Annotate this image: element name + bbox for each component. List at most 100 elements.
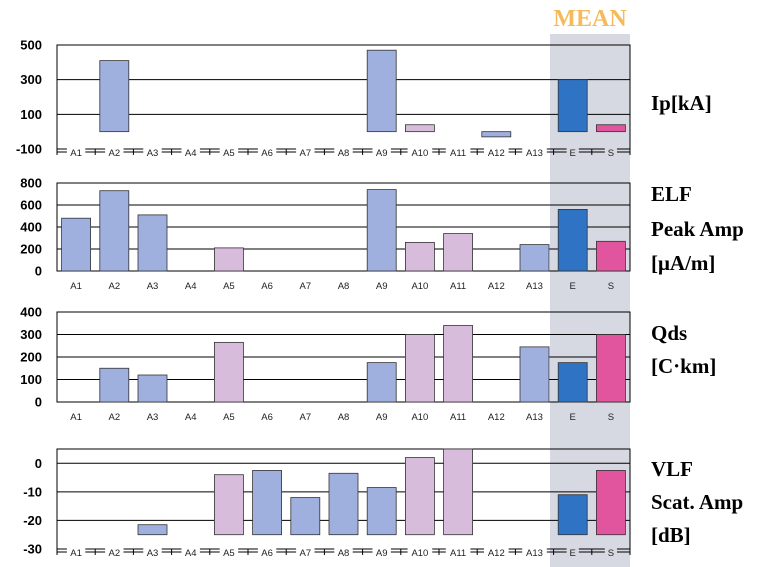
category-label: A10 xyxy=(411,148,428,159)
bar-a9 xyxy=(366,49,397,133)
category-label: A12 xyxy=(488,548,505,559)
panel-label-line: [dB] xyxy=(651,523,691,547)
y-tick-label: 200 xyxy=(20,242,42,257)
category-label: A7 xyxy=(299,412,311,423)
bar-a8 xyxy=(328,472,359,536)
category-label: A7 xyxy=(299,548,311,559)
bar-a11 xyxy=(443,325,474,403)
category-label-bg xyxy=(66,146,86,157)
category-label-bg xyxy=(407,546,433,557)
category-label: A4 xyxy=(185,412,197,423)
category-label: A1 xyxy=(70,548,82,559)
category-label: A7 xyxy=(299,148,311,159)
category-label-bg xyxy=(522,546,547,557)
bar-a3 xyxy=(137,374,168,403)
bar-e xyxy=(557,208,588,272)
panel-3: 0 100 200 300 400 A1 A2 A3 A4 A5 A6 A7 A8 A9 A10 A11 A12… xyxy=(20,305,716,424)
bar-a9 xyxy=(366,189,397,272)
y-tick-label: 500 xyxy=(20,38,42,53)
bar-a3 xyxy=(137,524,168,536)
bar-a7 xyxy=(290,497,321,536)
category-label: A4 xyxy=(185,281,197,292)
panel-label-line: ELF xyxy=(651,182,692,206)
category-label: A9 xyxy=(376,412,388,423)
category-label-bg xyxy=(484,546,509,557)
category-label-bg xyxy=(105,546,124,557)
panel-1: -100 100 300 500 A1 A2 A3 A4 A5 A6 A7 A8 A9 A10 A11 A12… xyxy=(16,38,712,160)
category-label: A5 xyxy=(223,548,235,559)
category-label-bg xyxy=(566,546,579,557)
category-label: A2 xyxy=(108,548,120,559)
bar-a2 xyxy=(99,190,130,272)
category-label: A13 xyxy=(526,281,543,292)
bar-e xyxy=(557,79,588,133)
category-label: A6 xyxy=(261,412,273,423)
category-label: E xyxy=(570,412,576,423)
category-label-bg xyxy=(143,146,162,157)
y-tick-label: 0 xyxy=(35,395,42,410)
panel-label-line: Qds xyxy=(651,321,687,345)
category-label-bg xyxy=(407,146,433,157)
bar-s xyxy=(596,240,626,272)
bar-a10 xyxy=(404,457,435,536)
panel-label-line: VLF xyxy=(651,457,693,481)
category-label: A11 xyxy=(450,412,466,423)
y-tick-label: -30 xyxy=(23,542,42,557)
category-label: A12 xyxy=(488,281,505,292)
category-label: A6 xyxy=(261,548,273,559)
category-label: A5 xyxy=(223,281,235,292)
category-label-bg xyxy=(257,146,277,157)
category-label: A11 xyxy=(450,548,466,559)
bar-a5 xyxy=(213,341,244,403)
y-tick-label: 200 xyxy=(20,350,42,365)
panel-2: 0 200 400 600 800 A1 A2 A3 A4 A5 A6 A7 A8 A9 A10 A11 A12… xyxy=(20,176,743,293)
category-label-bg xyxy=(445,146,471,157)
bar-a2 xyxy=(99,367,130,403)
bar-a1 xyxy=(61,217,91,272)
y-tick-label: -20 xyxy=(23,513,42,528)
category-label: E xyxy=(570,281,576,292)
category-label: A3 xyxy=(147,412,159,423)
bar-a10 xyxy=(404,334,435,403)
category-label-bg xyxy=(372,146,391,157)
category-label: A4 xyxy=(185,548,197,559)
category-label: S xyxy=(608,412,614,423)
category-label: A9 xyxy=(376,548,388,559)
category-label-bg xyxy=(334,546,353,557)
category-label: A7 xyxy=(299,281,311,292)
category-label: S xyxy=(608,281,614,292)
panel-4: -30 -20 -10 0 A1 A2 A3 A4 A5 A6 A7 A8 A9 A10 A11 A12 A13… xyxy=(23,448,743,559)
bar-s xyxy=(596,124,626,133)
y-tick-label: 100 xyxy=(20,372,42,387)
category-label-bg xyxy=(484,146,509,157)
y-tick-label: 600 xyxy=(20,198,42,213)
category-label: S xyxy=(608,148,614,159)
bar-a9 xyxy=(366,487,397,536)
category-label: A2 xyxy=(108,281,120,292)
bar-e xyxy=(557,494,588,536)
category-label-bg xyxy=(566,146,579,157)
bar-a11 xyxy=(443,448,474,536)
category-label: A13 xyxy=(526,148,543,159)
y-tick-label: 300 xyxy=(20,327,42,342)
category-label: A13 xyxy=(526,412,543,423)
category-label: A11 xyxy=(450,281,466,292)
category-label: A8 xyxy=(338,548,350,559)
bar-a12 xyxy=(481,131,512,138)
bar-e xyxy=(557,362,588,403)
bar-a5 xyxy=(213,474,244,536)
category-label-bg xyxy=(445,546,471,557)
plot-frame xyxy=(56,44,631,150)
panel-label-line: [C·km] xyxy=(651,354,716,378)
category-label: A1 xyxy=(70,412,82,423)
panel-label-line: Scat. Amp xyxy=(651,490,743,514)
category-label: A3 xyxy=(147,148,159,159)
y-tick-label: -100 xyxy=(16,142,42,157)
category-label: A9 xyxy=(376,148,388,159)
category-label-bg xyxy=(181,146,200,157)
category-label: A11 xyxy=(450,148,466,159)
bar-a13 xyxy=(519,346,550,403)
category-label: A12 xyxy=(488,412,505,423)
category-label: A10 xyxy=(411,281,428,292)
